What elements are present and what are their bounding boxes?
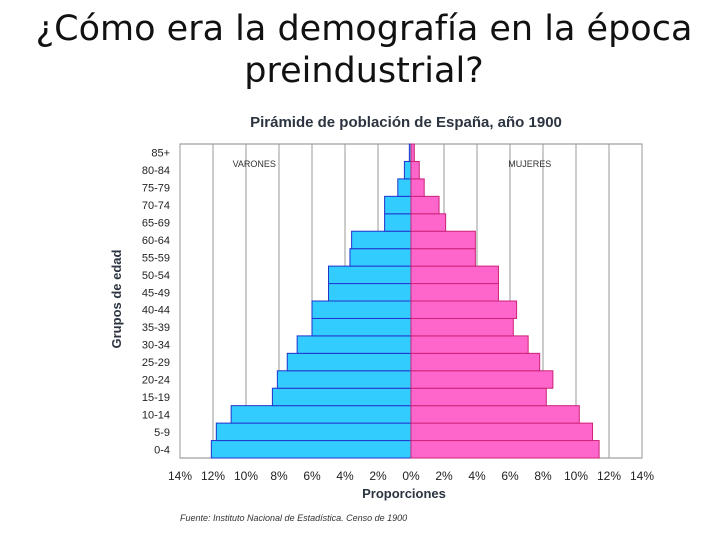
- bar-varones: [286, 352, 412, 372]
- x-tick-label: 10%: [234, 469, 258, 483]
- y-tick-label: 55-59: [142, 252, 170, 264]
- y-tick-label: 15-19: [142, 392, 170, 404]
- bar-mujeres: [410, 143, 415, 162]
- bar-mujeres: [410, 300, 518, 319]
- x-tick-label: 14%: [630, 469, 654, 483]
- y-axis-label: Grupos de edad: [109, 249, 124, 348]
- bar-varones: [311, 300, 412, 319]
- bar-mujeres: [410, 178, 425, 197]
- bar-varones: [384, 213, 412, 232]
- y-tick-label: 50-54: [142, 270, 170, 282]
- chart-svg: Pirámide de población de España, año 190…: [109, 114, 654, 523]
- x-tick-label: 12%: [597, 469, 621, 483]
- x-tick-label: 2%: [369, 469, 387, 483]
- x-axis-label: Proporciones: [362, 486, 446, 501]
- bar-mujeres: [410, 213, 447, 232]
- y-tick-label: 45-49: [142, 287, 170, 299]
- y-tick-label: 40-44: [142, 305, 170, 317]
- y-tick-label: 70-74: [142, 200, 170, 212]
- bar-varones: [328, 283, 412, 302]
- x-tick-label: 2%: [435, 469, 453, 483]
- x-tick-label: 0%: [402, 469, 420, 483]
- x-tick-label: 10%: [564, 469, 588, 483]
- bar-mujeres: [410, 195, 440, 215]
- bar-mujeres: [410, 370, 554, 389]
- y-tick-label: 35-39: [142, 322, 170, 334]
- y-tick-label: 85+: [151, 148, 170, 160]
- bar-varones: [397, 178, 412, 197]
- bar-varones: [351, 230, 412, 250]
- y-tick-label: 60-64: [142, 235, 170, 247]
- bar-mujeres: [410, 387, 547, 407]
- y-tick-label: 80-84: [142, 165, 170, 177]
- y-tick-label: 5-9: [154, 427, 170, 439]
- chart-title: Pirámide de población de España, año 190…: [250, 114, 562, 131]
- x-tick-label: 12%: [201, 469, 225, 483]
- bar-mujeres: [410, 422, 593, 442]
- y-tick-label: 20-24: [142, 375, 170, 387]
- bar-varones: [403, 160, 412, 180]
- y-tick-label: 75-79: [142, 183, 170, 195]
- x-tick-label: 6%: [303, 469, 321, 483]
- bar-mujeres: [410, 440, 600, 459]
- y-tick-label: 0-4: [154, 444, 170, 456]
- bar-mujeres: [410, 335, 529, 354]
- bar-varones: [384, 195, 412, 215]
- series-label-mujeres: MUJERES: [508, 159, 551, 169]
- bar-mujeres: [410, 230, 476, 250]
- x-tick-label: 8%: [270, 469, 288, 483]
- x-tick-label: 8%: [534, 469, 552, 483]
- bar-varones: [215, 422, 412, 442]
- bar-varones: [230, 405, 412, 424]
- y-tick-label: 30-34: [142, 340, 170, 352]
- y-tick-label: 25-29: [142, 357, 170, 369]
- x-tick-label: 4%: [468, 469, 486, 483]
- x-tick-label: 4%: [336, 469, 354, 483]
- bar-varones: [328, 265, 412, 285]
- y-tick-label: 10-14: [142, 409, 170, 421]
- bar-mujeres: [410, 248, 476, 267]
- bar-varones: [349, 248, 412, 267]
- bar-varones: [296, 335, 412, 354]
- population-pyramid-chart: Pirámide de población de España, año 190…: [96, 104, 670, 532]
- bar-mujeres: [410, 317, 514, 337]
- bar-varones: [276, 370, 412, 389]
- bar-mujeres: [410, 160, 420, 180]
- y-tick-label: 65-69: [142, 218, 170, 230]
- bar-varones: [311, 317, 412, 337]
- bar-mujeres: [410, 405, 580, 424]
- slide-title: ¿Cómo era la demografía en la época prei…: [35, 9, 693, 91]
- x-tick-label: 6%: [501, 469, 519, 483]
- bar-mujeres: [410, 352, 541, 372]
- plot-area: 14% 12% 10% 8% 6% 4% 2% 0% 2% 4% 6% 8% 10% 12% 14% 0-4 5…: [142, 143, 654, 483]
- bar-mujeres: [410, 283, 499, 302]
- series-label-varones: VARONES: [233, 159, 276, 169]
- bar-mujeres: [410, 265, 499, 285]
- source-note: Fuente: Instituto Nacional de Estadístic…: [180, 513, 407, 523]
- bar-varones: [210, 440, 412, 459]
- x-tick-label: 14%: [168, 469, 192, 483]
- bar-varones: [271, 387, 412, 407]
